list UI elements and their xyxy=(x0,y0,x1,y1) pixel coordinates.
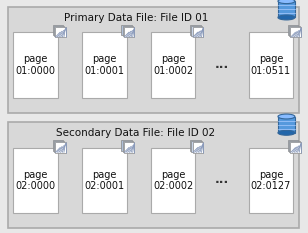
Ellipse shape xyxy=(278,130,295,135)
Text: page
02:0000: page 02:0000 xyxy=(15,170,56,192)
Text: page
01:0001: page 01:0001 xyxy=(84,55,124,76)
FancyBboxPatch shape xyxy=(151,32,196,98)
Text: ...: ... xyxy=(215,58,229,71)
FancyBboxPatch shape xyxy=(190,25,201,35)
FancyBboxPatch shape xyxy=(124,27,134,37)
FancyBboxPatch shape xyxy=(124,142,134,153)
FancyBboxPatch shape xyxy=(192,26,202,36)
FancyBboxPatch shape xyxy=(289,26,300,36)
FancyBboxPatch shape xyxy=(278,1,295,17)
FancyBboxPatch shape xyxy=(121,25,132,35)
Text: page
01:0002: page 01:0002 xyxy=(153,55,193,76)
FancyBboxPatch shape xyxy=(288,25,298,35)
FancyBboxPatch shape xyxy=(82,148,127,213)
Text: page
01:0511: page 01:0511 xyxy=(251,55,291,76)
FancyBboxPatch shape xyxy=(123,26,133,36)
FancyBboxPatch shape xyxy=(53,25,63,35)
FancyBboxPatch shape xyxy=(8,7,299,113)
FancyBboxPatch shape xyxy=(13,32,58,98)
Ellipse shape xyxy=(278,15,295,20)
FancyBboxPatch shape xyxy=(82,32,127,98)
FancyBboxPatch shape xyxy=(289,141,300,152)
FancyBboxPatch shape xyxy=(249,148,293,213)
FancyBboxPatch shape xyxy=(290,142,301,153)
FancyBboxPatch shape xyxy=(55,27,66,37)
FancyBboxPatch shape xyxy=(193,27,203,37)
FancyBboxPatch shape xyxy=(8,122,299,228)
Text: Primary Data File: File ID 01: Primary Data File: File ID 01 xyxy=(63,13,208,23)
Ellipse shape xyxy=(278,0,295,3)
Text: Secondary Data File: File ID 02: Secondary Data File: File ID 02 xyxy=(56,128,215,138)
FancyBboxPatch shape xyxy=(121,140,132,151)
FancyBboxPatch shape xyxy=(151,148,196,213)
FancyBboxPatch shape xyxy=(193,142,203,153)
FancyBboxPatch shape xyxy=(123,141,133,152)
Text: page
01:0000: page 01:0000 xyxy=(16,55,55,76)
FancyBboxPatch shape xyxy=(278,116,295,133)
FancyBboxPatch shape xyxy=(53,140,63,151)
FancyBboxPatch shape xyxy=(249,32,293,98)
FancyBboxPatch shape xyxy=(54,26,64,36)
FancyBboxPatch shape xyxy=(288,140,298,151)
FancyBboxPatch shape xyxy=(13,148,58,213)
FancyBboxPatch shape xyxy=(192,141,202,152)
FancyBboxPatch shape xyxy=(55,142,66,153)
Ellipse shape xyxy=(278,114,295,119)
Text: page
02:0001: page 02:0001 xyxy=(84,170,124,192)
FancyBboxPatch shape xyxy=(290,27,301,37)
Text: page
02:0002: page 02:0002 xyxy=(153,170,193,192)
FancyBboxPatch shape xyxy=(190,140,201,151)
Text: ...: ... xyxy=(215,173,229,186)
Text: page
02:0127: page 02:0127 xyxy=(251,170,291,192)
FancyBboxPatch shape xyxy=(54,141,64,152)
